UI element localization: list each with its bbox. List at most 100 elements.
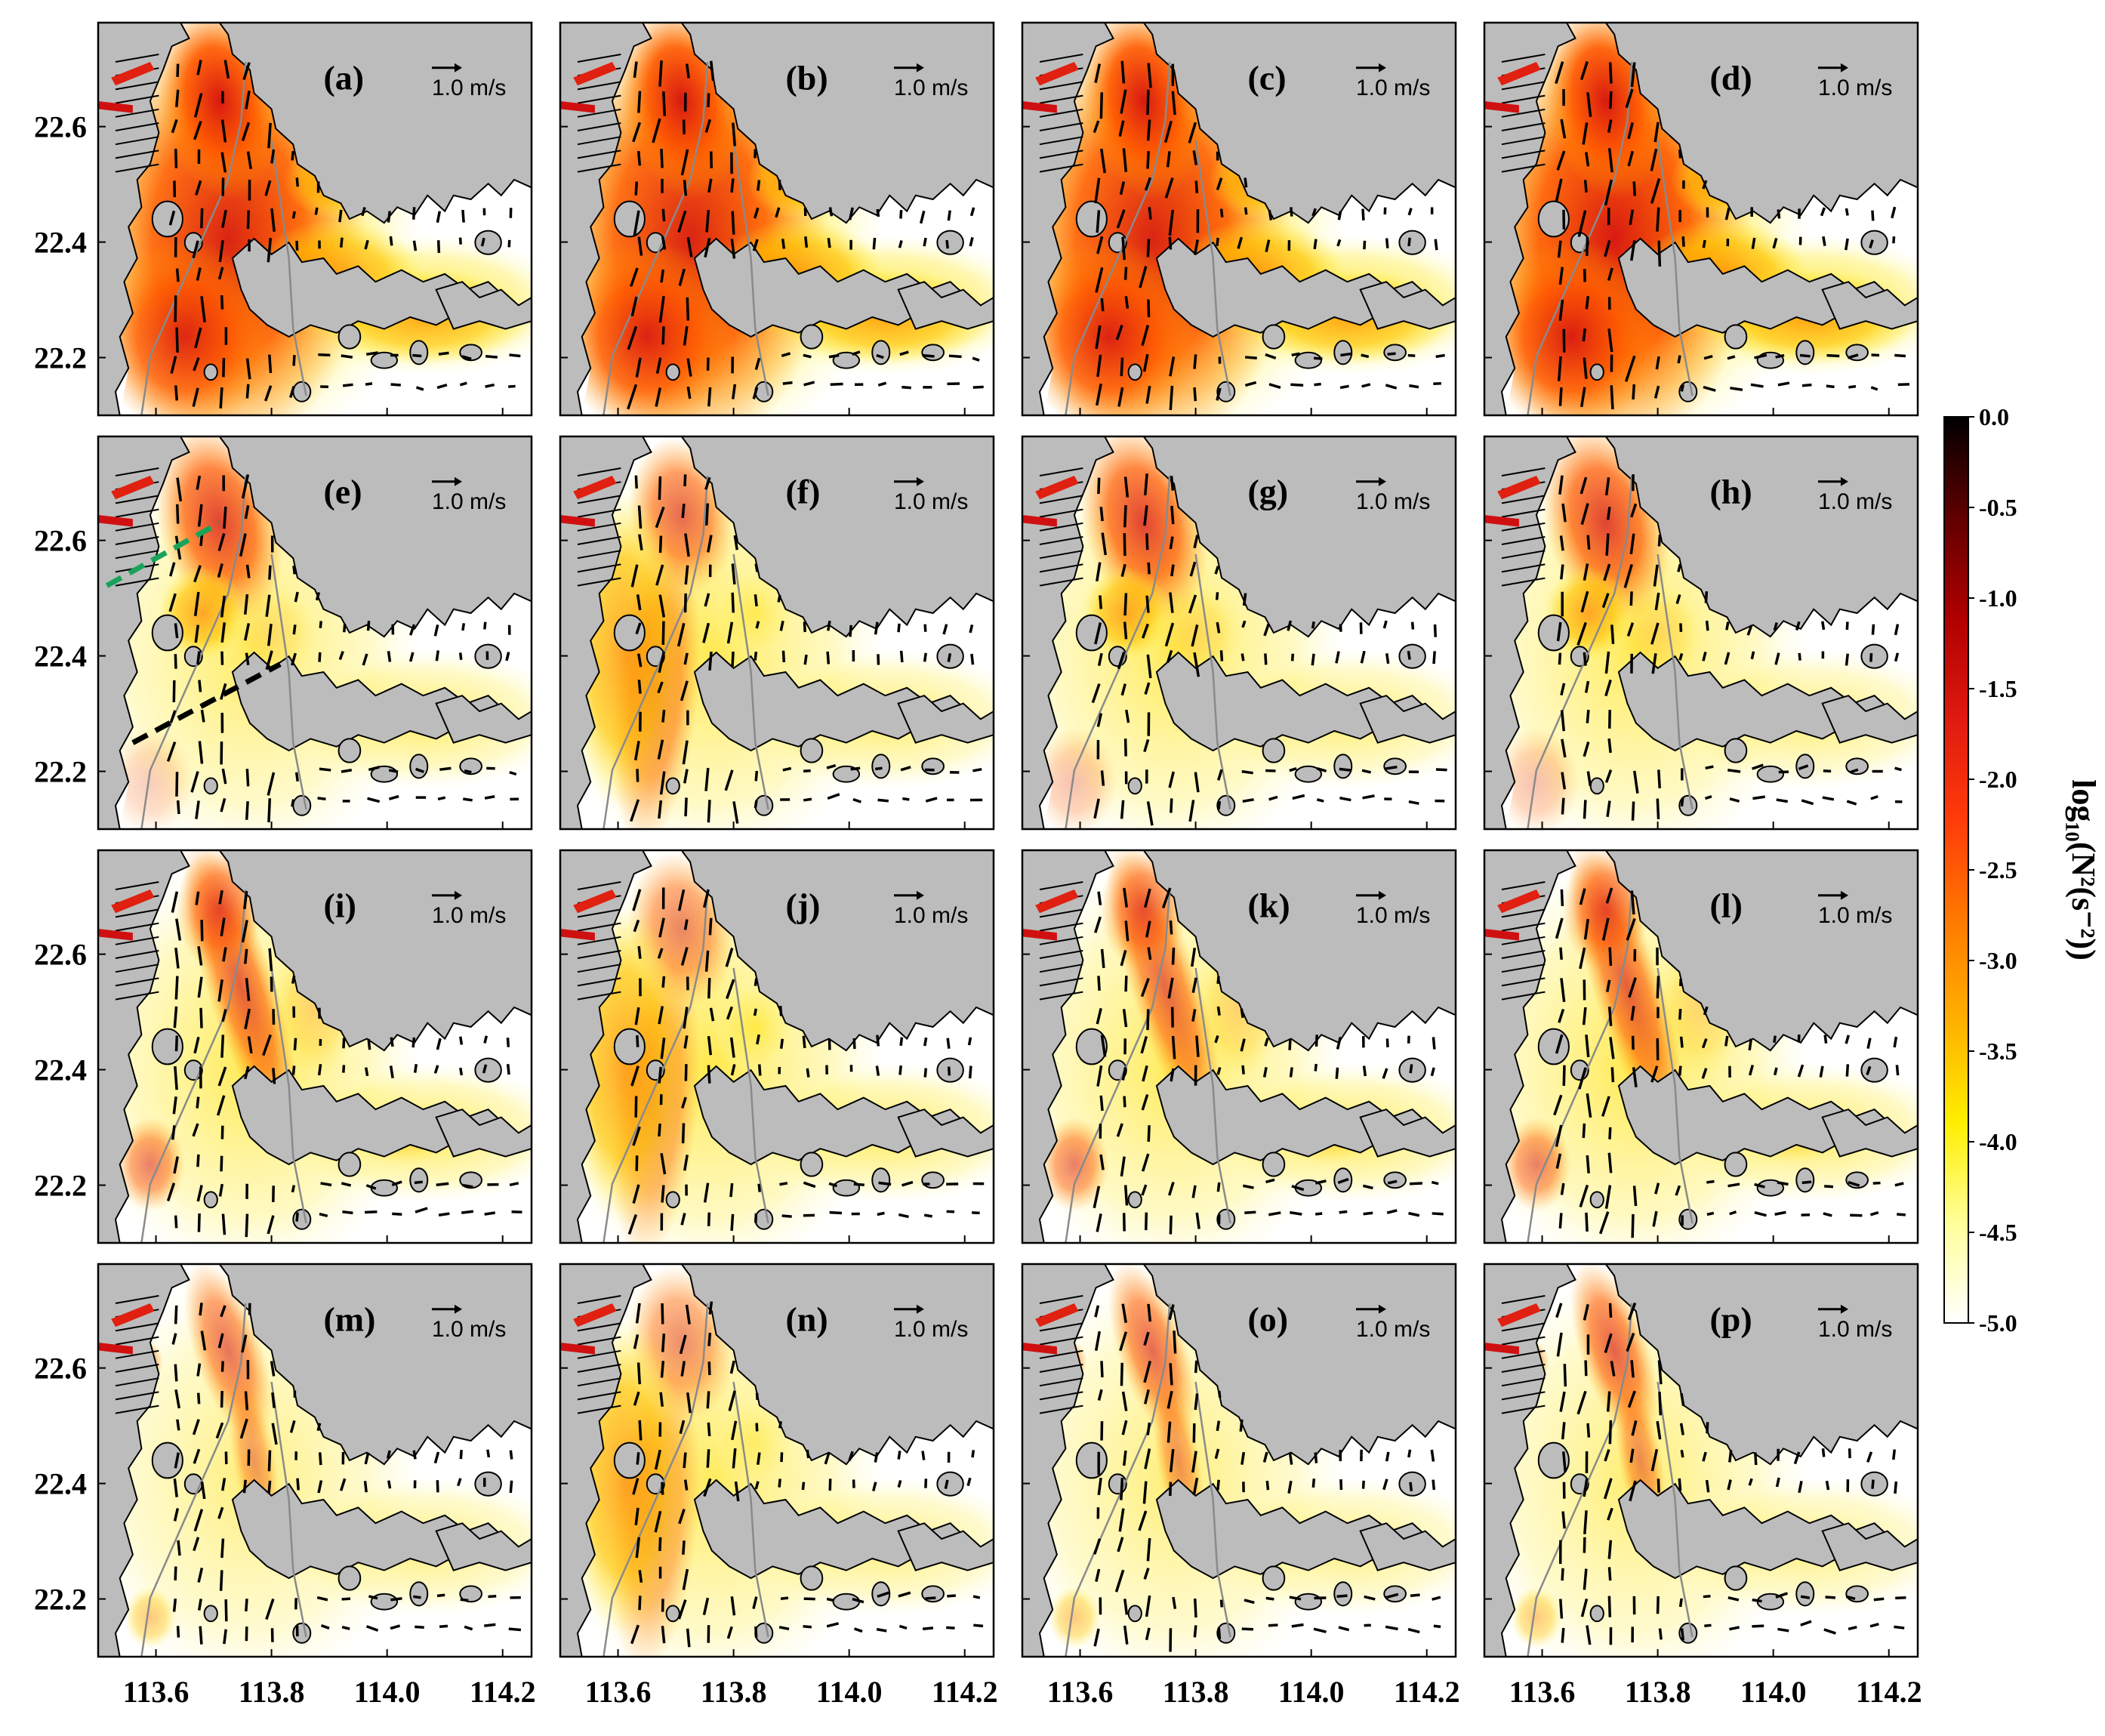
land-mass <box>680 850 994 1052</box>
y-tick-label: 22.4 <box>34 1467 87 1501</box>
land-mass <box>1359 695 1456 744</box>
velocity-arrows <box>627 60 984 410</box>
island <box>754 1622 774 1644</box>
island <box>921 1585 945 1603</box>
coastal-reclamation <box>1022 467 1083 587</box>
panel-frame <box>97 1263 533 1658</box>
island <box>1075 614 1108 652</box>
velocity-arrows <box>630 1301 984 1648</box>
island <box>292 794 312 816</box>
scale-label: 1.0 m/s <box>1356 489 1430 514</box>
land-mass <box>1604 436 1918 638</box>
isobath-line <box>270 553 307 810</box>
map-panel-g: (g) 1.0 m/s <box>1021 435 1457 831</box>
y-tick-label: 22.6 <box>34 110 87 144</box>
scale-label: 1.0 m/s <box>432 1317 506 1342</box>
island <box>1127 1605 1142 1623</box>
land-mass <box>1359 1109 1456 1158</box>
land-mass <box>1022 850 1114 1243</box>
island <box>203 1191 218 1209</box>
x-tick-label: 114.2 <box>1394 1675 1460 1709</box>
island <box>800 1152 824 1177</box>
island <box>1398 1471 1426 1497</box>
isobath-line <box>1527 475 1633 829</box>
island <box>1075 200 1108 238</box>
velocity-arrows <box>627 887 985 1235</box>
panel-label: (k) <box>1247 886 1290 924</box>
panel-label: (a) <box>323 58 364 97</box>
island <box>1398 1057 1426 1083</box>
panel-label: (i) <box>323 886 356 924</box>
isobath-line <box>270 967 307 1224</box>
land-mass <box>98 23 190 415</box>
isobath-line <box>732 1381 769 1638</box>
x-tick-label: 114.0 <box>816 1675 883 1709</box>
velocity-arrows <box>1555 1302 1906 1645</box>
island <box>337 324 362 350</box>
island <box>665 777 680 795</box>
colorbar-tick-label: -2.5 <box>1979 856 2017 883</box>
x-tick-label: 113.8 <box>1163 1675 1229 1709</box>
colorbar-tick-label: -2.0 <box>1979 766 2017 793</box>
isobath-line <box>1657 140 1694 396</box>
island <box>754 794 774 816</box>
island <box>1589 1605 1604 1623</box>
island <box>1294 351 1323 369</box>
island <box>800 1565 824 1591</box>
island <box>921 757 945 775</box>
x-tick-label: 113.6 <box>1047 1675 1114 1709</box>
land-mass <box>1821 281 1918 330</box>
island <box>1860 643 1888 669</box>
isobath-line <box>732 140 769 396</box>
y-tick-label: 22.4 <box>34 226 87 260</box>
map-panel-c: (c) 1.0 m/s <box>1021 21 1457 417</box>
island <box>1795 1167 1815 1193</box>
colorbar-tick-label: -4.5 <box>1979 1219 2017 1246</box>
island <box>754 1208 774 1230</box>
colorbar: 0.0 -0.5 -1.0 -1.5 -2.0 -2.5 -3.0 -3.5 -4.0 -4.5 -… <box>1943 403 2102 1337</box>
panel-frame <box>1021 21 1457 417</box>
panel-label: (b) <box>785 58 828 97</box>
land-mass <box>1821 695 1918 744</box>
island <box>337 1565 362 1591</box>
land-mass <box>1484 1264 1576 1657</box>
coastal-reclamation <box>560 881 621 1001</box>
map-panel-e: (e) 1.0 m/s <box>97 435 533 831</box>
scale-label: 1.0 m/s <box>894 1317 968 1342</box>
x-tick-label: 113.8 <box>701 1675 767 1709</box>
map-panel-f: (f) 1.0 m/s <box>559 435 995 831</box>
map-panel-o: (o) 1.0 m/s <box>1021 1263 1457 1658</box>
velocity-arrows <box>1093 1303 1441 1652</box>
coastal-reclamation <box>98 881 159 1001</box>
colorbar-tick-label: -1.0 <box>1979 584 2017 612</box>
land-mass <box>1359 1522 1456 1571</box>
y-tick-label: 22.2 <box>34 1169 87 1203</box>
island <box>1756 765 1785 783</box>
land-mass <box>560 850 652 1243</box>
isobath-line <box>1065 1303 1171 1657</box>
y-tick-label: 22.2 <box>34 341 87 375</box>
panel-label: (o) <box>1247 1300 1288 1338</box>
island <box>1127 363 1142 381</box>
island <box>1537 1028 1570 1065</box>
y-tick-label: 22.4 <box>34 640 87 674</box>
map-panel-b: (b) 1.0 m/s <box>559 21 995 417</box>
scale-label: 1.0 m/s <box>432 489 506 514</box>
island <box>203 777 218 795</box>
coastal-reclamation <box>560 54 621 173</box>
y-tick-label: 22.2 <box>34 755 87 789</box>
island <box>151 614 183 652</box>
x-tick-label: 114.0 <box>1740 1675 1807 1709</box>
x-tick-label: 113.6 <box>123 1675 190 1709</box>
land-mass <box>1484 436 1576 829</box>
panel-frame <box>97 849 533 1244</box>
island <box>337 738 362 763</box>
panel-label: (f) <box>785 472 820 510</box>
island <box>474 230 502 255</box>
panel-label: (n) <box>785 1300 828 1338</box>
y-tick-label: 22.4 <box>34 1053 87 1087</box>
panel-label: (m) <box>323 1300 375 1338</box>
land-mass <box>897 1522 994 1571</box>
land-mass <box>897 1109 994 1158</box>
island <box>1589 363 1604 381</box>
